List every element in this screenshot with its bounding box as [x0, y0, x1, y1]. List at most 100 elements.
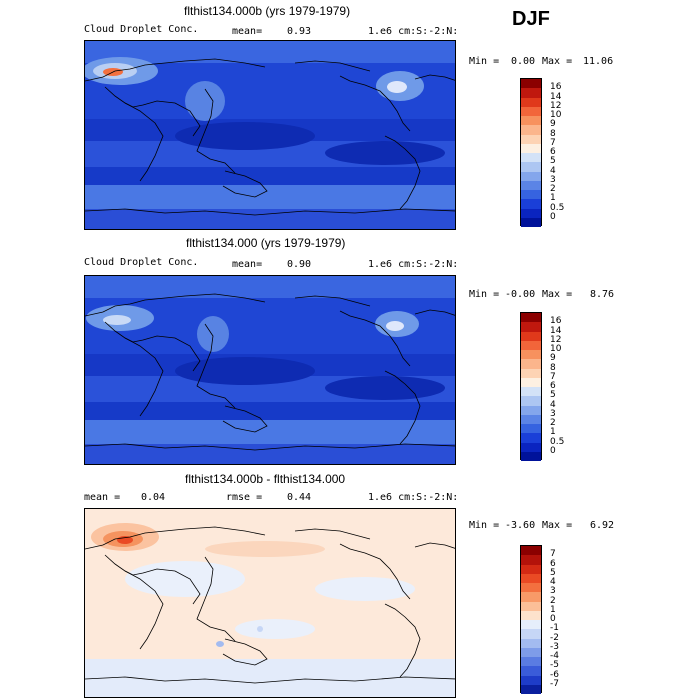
colorbar-tick-label: 1 — [550, 427, 556, 438]
colorbar-tick-label: 16 — [550, 82, 562, 93]
colorbar-tick-label: 0 — [550, 614, 556, 624]
panel1-min-value: 0.00 — [511, 56, 536, 67]
colorbar-tick-label: 3 — [550, 174, 556, 185]
panel2-max-value: 8.76 — [590, 289, 615, 300]
colorbar-segment — [521, 601, 541, 611]
colorbar-tick-label: 5 — [550, 567, 556, 578]
colorbar-segment — [521, 583, 541, 593]
colorbar-segment — [521, 134, 541, 144]
panel1-max-value: 11.06 — [583, 56, 614, 67]
panel2-map — [84, 275, 456, 465]
panel1-colorbar — [520, 78, 542, 227]
panel1-min-label: Min = — [469, 56, 500, 67]
colorbar-segment — [521, 350, 541, 360]
colorbar-tick-label: 4 — [550, 577, 556, 587]
colorbar-segment — [521, 313, 541, 323]
colorbar-segment — [521, 424, 541, 434]
colorbar-segment — [521, 340, 541, 350]
panel2-colorbar — [520, 312, 542, 461]
colorbar-segment — [521, 359, 541, 369]
colorbar-tick-label: -5 — [550, 660, 559, 671]
colorbar-tick-label: 5 — [550, 390, 556, 401]
colorbar-tick-label: -6 — [550, 669, 559, 680]
colorbar-segment — [521, 451, 541, 461]
colorbar-tick-label: -3 — [550, 641, 559, 652]
colorbar-tick-label: 7 — [550, 137, 556, 148]
panel3-units: 1.e6 cm:S:-2:N: — [368, 492, 459, 503]
colorbar-segment — [521, 592, 541, 602]
panel3-max-label: Max = — [542, 520, 573, 531]
colorbar-tick-label: 0 — [550, 445, 556, 456]
colorbar-segment — [521, 405, 541, 415]
panel1-title: flthist134.000b (yrs 1979-1979) — [184, 4, 351, 18]
colorbar-tick-label: 1 — [550, 193, 556, 204]
colorbar-tick-label: 12 — [550, 334, 562, 345]
colorbar-tick-label: 8 — [550, 128, 556, 139]
colorbar-segment — [521, 368, 541, 378]
panel3-rmse-label: rmse = — [226, 492, 263, 503]
colorbar-segment — [521, 442, 541, 452]
colorbar-tick-label: 3 — [550, 408, 556, 419]
colorbar-segment — [521, 377, 541, 387]
colorbar-tick-label: 16 — [550, 316, 562, 327]
colorbar-tick-label: -7 — [550, 678, 559, 689]
colorbar-segment — [521, 620, 541, 630]
panel3-max-value: 6.92 — [590, 520, 615, 531]
colorbar-tick-label: 5 — [550, 156, 556, 167]
colorbar-segment — [521, 629, 541, 639]
panel3-mean-label: mean = — [84, 492, 121, 503]
panel3-colorbar — [520, 545, 542, 694]
colorbar-tick-label: 2 — [550, 184, 556, 194]
colorbar-segment — [521, 396, 541, 406]
panel1-mean-label: mean= — [232, 26, 263, 37]
colorbar-tick-label: 1 — [550, 604, 556, 615]
colorbar-segment — [521, 199, 541, 209]
colorbar-tick-label: 2 — [550, 418, 556, 428]
panel3-rmse-value: 0.44 — [287, 492, 312, 503]
colorbar-segment — [521, 162, 541, 172]
colorbar-segment — [521, 143, 541, 153]
panel1-map — [84, 40, 456, 230]
colorbar-tick-label: 3 — [550, 586, 556, 597]
colorbar-segment — [521, 180, 541, 190]
colorbar-tick-label: 9 — [550, 353, 556, 364]
colorbar-segment — [521, 322, 541, 332]
colorbar-segment — [521, 638, 541, 648]
colorbar-segment — [521, 573, 541, 583]
colorbar-tick-label: 0.5 — [550, 436, 565, 447]
colorbar-tick-label: -2 — [550, 632, 559, 643]
panel2-mean-label: mean= — [232, 259, 263, 270]
panel3-mean-value: 0.04 — [141, 492, 166, 503]
colorbar-segment — [521, 153, 541, 163]
colorbar-tick-label: 4 — [550, 399, 556, 410]
colorbar-segment — [521, 190, 541, 200]
panel3-map-graphic — [85, 523, 455, 697]
colorbar-tick-label: 14 — [550, 91, 562, 102]
colorbar-segment — [521, 546, 541, 556]
panel3-map — [84, 508, 456, 698]
panel3-min-value: -3.60 — [505, 520, 536, 531]
colorbar-segment — [521, 564, 541, 574]
colorbar-segment — [521, 106, 541, 116]
panel1-max-label: Max = — [542, 56, 573, 67]
colorbar-segment — [521, 88, 541, 98]
panel2-units: 1.e6 cm:S:-2:N: — [368, 259, 459, 270]
colorbar-tick-label: 2 — [550, 595, 556, 606]
panel3-min-label: Min = — [469, 520, 500, 531]
panel1-variable-label: Cloud Droplet Conc. — [84, 24, 199, 35]
panel2-mean-value: 0.90 — [287, 259, 312, 270]
colorbar-tick-label: 12 — [550, 100, 562, 111]
colorbar-segment — [521, 675, 541, 685]
colorbar-segment — [521, 610, 541, 620]
colorbar-tick-label: -1 — [550, 623, 559, 634]
colorbar-segment — [521, 647, 541, 657]
panel2-map-graphic — [85, 276, 455, 464]
colorbar-segment — [521, 79, 541, 89]
colorbar-segment — [521, 555, 541, 565]
colorbar-segment — [521, 387, 541, 397]
colorbar-segment — [521, 217, 541, 227]
colorbar-segment — [521, 684, 541, 694]
colorbar-tick-label: 8 — [550, 362, 556, 373]
panel2-min-label: Min = — [469, 289, 500, 300]
panel1-mean-value: 0.93 — [287, 26, 312, 37]
